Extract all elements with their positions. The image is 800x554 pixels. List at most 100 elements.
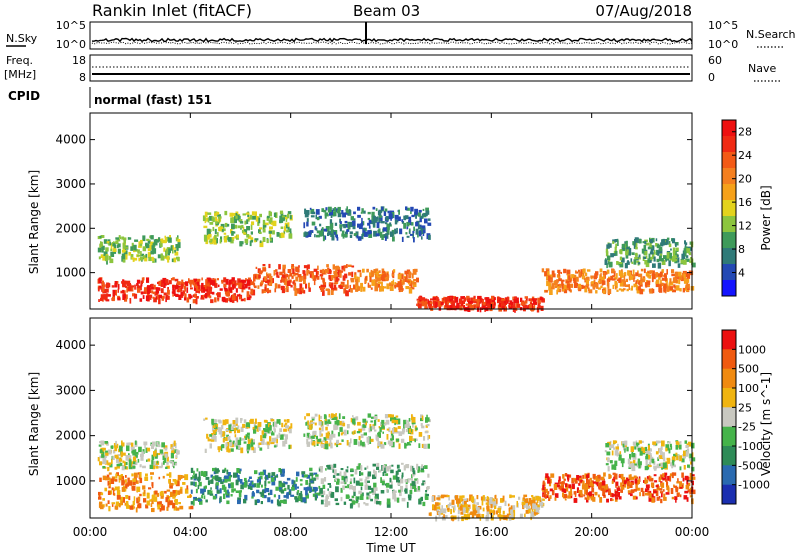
velocity-data-cell: [311, 421, 315, 425]
power-data-cell: [435, 302, 437, 308]
velocity-data-cell: [132, 478, 136, 482]
power-data-cell: [185, 281, 189, 287]
power-data-cell: [631, 274, 636, 279]
velocity-data-cell: [652, 441, 657, 445]
power-data-cell: [177, 281, 181, 285]
power-data-cell: [275, 269, 278, 272]
power-data-cell: [625, 253, 629, 259]
velocity-data-cell: [104, 487, 108, 492]
power-data-cell: [659, 271, 663, 278]
power-data-cell: [644, 250, 648, 256]
power-data-cell: [196, 278, 201, 282]
velocity-data-cell: [373, 416, 378, 420]
power-data-cell: [626, 249, 631, 253]
velocity-data-cell: [214, 475, 219, 481]
power-data-cell: [303, 265, 308, 269]
power-data-cell: [638, 257, 641, 260]
velocity-data-cell: [325, 500, 327, 504]
power-data-cell: [412, 269, 417, 275]
time-tick-label: 20:00: [574, 525, 609, 539]
power-data-cell: [419, 218, 422, 223]
power-data-cell: [238, 282, 242, 289]
velocity-data-cell: [121, 500, 123, 506]
power-data-cell: [396, 227, 398, 234]
power-data-cell: [614, 280, 617, 286]
velocity-data-cell: [147, 458, 151, 462]
velocity-data-cell: [377, 441, 381, 447]
velocity-data-cell: [542, 480, 545, 486]
velocity-data-cell: [383, 442, 387, 446]
power-data-cell: [606, 281, 610, 287]
power-data-cell: [393, 269, 396, 273]
velocity-data-cell: [653, 490, 657, 493]
velocity-data-cell: [677, 454, 680, 461]
power-data-cell: [221, 280, 224, 284]
velocity-data-cell: [359, 482, 364, 486]
velocity-data-cell: [318, 414, 321, 421]
velocity-data-cell: [411, 421, 416, 425]
power-data-cell: [544, 271, 548, 277]
power-data-cell: [413, 282, 417, 287]
power-data-cell: [605, 248, 609, 253]
velocity-data-cell: [427, 434, 429, 441]
velocity-data-cell: [662, 477, 665, 481]
velocity-data-cell: [230, 494, 233, 497]
power-data-cell: [420, 229, 425, 234]
power-data-cell: [617, 240, 619, 246]
power-data-cell: [628, 253, 631, 256]
power-data-cell: [241, 298, 244, 301]
velocity-data-cell: [280, 469, 283, 475]
velocity-data-cell: [644, 480, 647, 485]
power-data-cell: [283, 230, 286, 235]
power-data-cell: [127, 237, 130, 240]
power-data-cell: [413, 237, 415, 243]
velocity-data-cell: [691, 457, 696, 462]
velocity-data-cell: [469, 494, 473, 500]
power-data-cell: [428, 304, 432, 308]
velocity-data-cell: [169, 482, 174, 486]
velocity-data-cell: [380, 421, 383, 427]
velocity-data-cell: [683, 495, 688, 500]
velocity-data-cell: [336, 481, 340, 485]
velocity-data-cell: [193, 477, 197, 481]
velocity-data-cell: [218, 420, 222, 424]
velocity-data-cell: [312, 431, 314, 436]
power-data-cell: [298, 265, 300, 268]
power-data-cell: [210, 291, 212, 294]
power-data-cell: [645, 282, 648, 288]
power-data-cell: [261, 289, 264, 294]
velocity-data-cell: [319, 430, 322, 436]
power-data-cell: [330, 275, 335, 279]
power-data-cell: [571, 274, 575, 279]
power-data-cell: [147, 285, 151, 290]
power-data-cell: [501, 298, 506, 301]
velocity-data-cell: [160, 452, 165, 456]
velocity-data-cell: [233, 472, 237, 478]
power-data-cell: [122, 237, 127, 241]
velocity-data-cell: [221, 444, 225, 449]
velocity-data-cell: [327, 419, 331, 423]
velocity-data-cell: [333, 463, 337, 468]
power-data-cell: [476, 299, 480, 303]
velocity-data-cell: [175, 481, 180, 487]
power-data-cell: [157, 294, 160, 300]
velocity-data-cell: [620, 489, 623, 493]
power-data-cell: [477, 295, 481, 301]
velocity-data-cell: [151, 507, 155, 513]
velocity-data-cell: [259, 447, 263, 451]
velocity-data-cell: [352, 488, 356, 493]
velocity-data-cell: [269, 436, 272, 442]
power-data-cell: [208, 287, 212, 292]
power-data-cell: [348, 272, 352, 276]
velocity-data-cell: [414, 487, 417, 492]
power-data-cell: [600, 285, 603, 289]
velocity-data-cell: [156, 453, 161, 456]
power-data-cell: [538, 304, 541, 310]
power-data-cell: [237, 225, 242, 229]
power-data-cell: [350, 278, 355, 283]
velocity-data-cell: [310, 474, 314, 477]
power-data-cell: [280, 212, 284, 218]
velocity-data-cell: [631, 482, 635, 485]
power-data-cell: [450, 304, 455, 308]
power-data-cell: [280, 226, 284, 229]
